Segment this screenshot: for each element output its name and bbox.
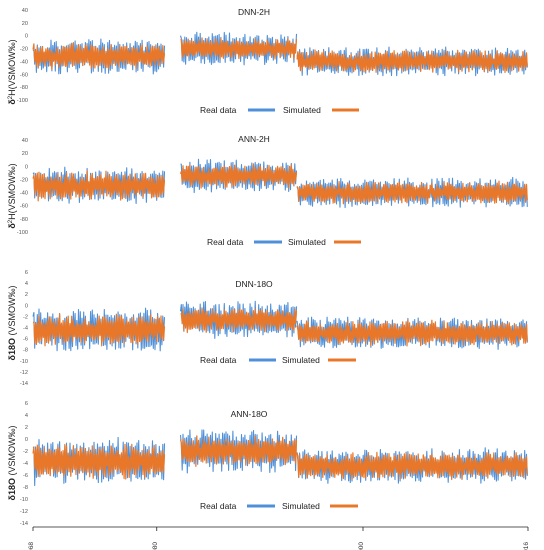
legend-sim-label: Simulated [282, 501, 320, 511]
y-tick-label: -12 [20, 509, 28, 515]
y-tick-label: 20 [22, 151, 28, 157]
panel-title: ANN-18O [231, 409, 268, 419]
y-axis-label: δ2H(VSMOW‰) [7, 39, 17, 104]
y-axis-label-rest: H(VSMOW‰) [7, 163, 17, 220]
y-tick-label: -40 [20, 191, 28, 197]
series-line-simulated [32, 443, 166, 480]
y-tick-label: -60 [20, 72, 28, 78]
y-tick-label: 2 [25, 425, 28, 431]
panel-ann-18o: ANN-18O δ18O (VSMOW‰) 6 4 2 0 -2 -4 -6 -8 -10 -12… [7, 401, 528, 527]
series-line-simulated [32, 313, 166, 347]
legend-sim-label: Simulated [288, 237, 326, 247]
y-tick-label: -80 [20, 85, 28, 91]
panel-title: DNN-2H [238, 7, 270, 17]
y-axis-label: δ18O (VSMOW‰) [7, 286, 17, 361]
panel-ann-2h: ANN-2H δ2H(VSMOW‰) 40 20 0 -20 -40 -60 -80 -100… [7, 134, 528, 247]
y-tick-label: -6 [23, 337, 28, 343]
y-tick-labels: 40 20 0 -20 -40 -60 -80 -100 [17, 8, 28, 104]
series-line-simulated [179, 435, 298, 467]
y-tick-labels: 40 20 0 -20 -40 -60 -80 -100 [17, 138, 28, 236]
legend: Real data Simulated [200, 355, 356, 365]
y-tick-label: 0 [25, 34, 28, 40]
y-tick-label: -40 [20, 59, 28, 65]
y-tick-label: -6 [23, 473, 28, 479]
y-tick-label: 20 [22, 21, 28, 27]
series-line-simulated [180, 307, 298, 334]
series-line-simulated [296, 49, 528, 74]
y-tick-label: 6 [25, 270, 28, 276]
y-tick-label: 0 [25, 303, 28, 309]
y-axis-label: δ2H(VSMOW‰) [7, 163, 17, 228]
series-line-simulated [296, 319, 528, 347]
y-tick-label: -20 [20, 47, 28, 53]
y-tick-label: -8 [23, 348, 28, 354]
y-tick-label: -10 [20, 497, 28, 503]
y-tick-label: -20 [20, 177, 28, 183]
series-line-simulated [32, 42, 166, 71]
x-tick-label: 1980 [152, 542, 159, 550]
series-line-simulated [296, 451, 528, 481]
panel-dnn-2h: DNN-2H δ2H(VSMOW‰) 40 20 0 -20 -40 -60 -80 -100… [7, 7, 528, 115]
y-tick-labels: 6 4 2 0 -2 -4 -6 -8 -10 -12 -14 [20, 270, 28, 387]
x-tick-label: 2000 [358, 542, 365, 550]
y-tick-label: 6 [25, 401, 28, 407]
y-tick-label: -80 [20, 217, 28, 223]
y-tick-label: -4 [23, 326, 28, 332]
y-axis-label: δ18O (VSMOW‰) [7, 426, 17, 501]
x-tick-marks: 1968 1980 2000 2016 [28, 527, 530, 550]
legend-real-label: Real data [200, 501, 237, 511]
series-lines [32, 300, 528, 352]
y-tick-label: -14 [20, 381, 28, 387]
y-tick-label: -100 [17, 230, 28, 236]
y-tick-label: -10 [20, 359, 28, 365]
legend-real-label: Real data [200, 105, 237, 115]
y-tick-label: -14 [20, 521, 28, 527]
legend-sim-label: Simulated [282, 355, 320, 365]
y-axis-label-rest: (VSMOW‰) [7, 426, 17, 479]
y-tick-labels: 6 4 2 0 -2 -4 -6 -8 -10 -12 -14 [20, 401, 28, 527]
y-tick-label: -100 [17, 98, 28, 104]
y-axis-label-rest: (VSMOW‰) [7, 286, 17, 339]
legend-sim-label: Simulated [283, 105, 321, 115]
series-lines [32, 158, 528, 209]
y-axis-label-prefix: δ18O [7, 338, 17, 360]
legend: Real data Simulated [200, 105, 359, 115]
series-line-simulated [32, 170, 166, 202]
y-tick-label: -12 [20, 370, 28, 376]
y-axis-label-prefix: δ [7, 99, 17, 105]
y-tick-label: -4 [23, 461, 28, 467]
legend: Real data Simulated [200, 501, 358, 511]
y-axis-label-sup: 2 [8, 95, 14, 99]
x-tick-label: 2016 [523, 542, 530, 550]
series-lines [32, 31, 528, 77]
y-tick-label: -8 [23, 485, 28, 491]
y-tick-label: -60 [20, 204, 28, 210]
series-line-simulated [180, 37, 298, 60]
panel-dnn-18o: DNN-18O δ18O (VSMOW‰) 6 4 2 0 -2 -4 -6 -8 -10 -12… [7, 270, 528, 387]
series-lines [32, 429, 528, 487]
y-axis-label-sup: 2 [8, 219, 14, 223]
y-tick-label: 40 [22, 138, 28, 144]
legend-real-label: Real data [207, 237, 244, 247]
series-line-simulated [296, 180, 528, 205]
y-tick-label: 4 [25, 281, 28, 287]
y-axis-label-prefix: δ [7, 223, 17, 229]
y-tick-label: 0 [25, 164, 28, 170]
y-tick-label: 2 [25, 292, 28, 298]
series-line-simulated [179, 163, 298, 189]
y-axis-label-rest: H(VSMOW‰) [7, 39, 17, 96]
y-tick-label: -2 [23, 314, 28, 320]
x-tick-label: 1968 [28, 542, 35, 550]
y-tick-label: 0 [25, 437, 28, 443]
panel-title: DNN-18O [235, 279, 273, 289]
legend: Real data Simulated [207, 237, 361, 247]
legend-real-label: Real data [200, 355, 237, 365]
panel-title: ANN-2H [238, 134, 270, 144]
y-tick-label: 40 [22, 8, 28, 14]
y-tick-label: -2 [23, 449, 28, 455]
x-axis: 1968 1980 2000 2016 [28, 526, 530, 550]
y-axis-label-prefix: δ18O [7, 478, 17, 500]
y-tick-label: 4 [25, 413, 28, 419]
